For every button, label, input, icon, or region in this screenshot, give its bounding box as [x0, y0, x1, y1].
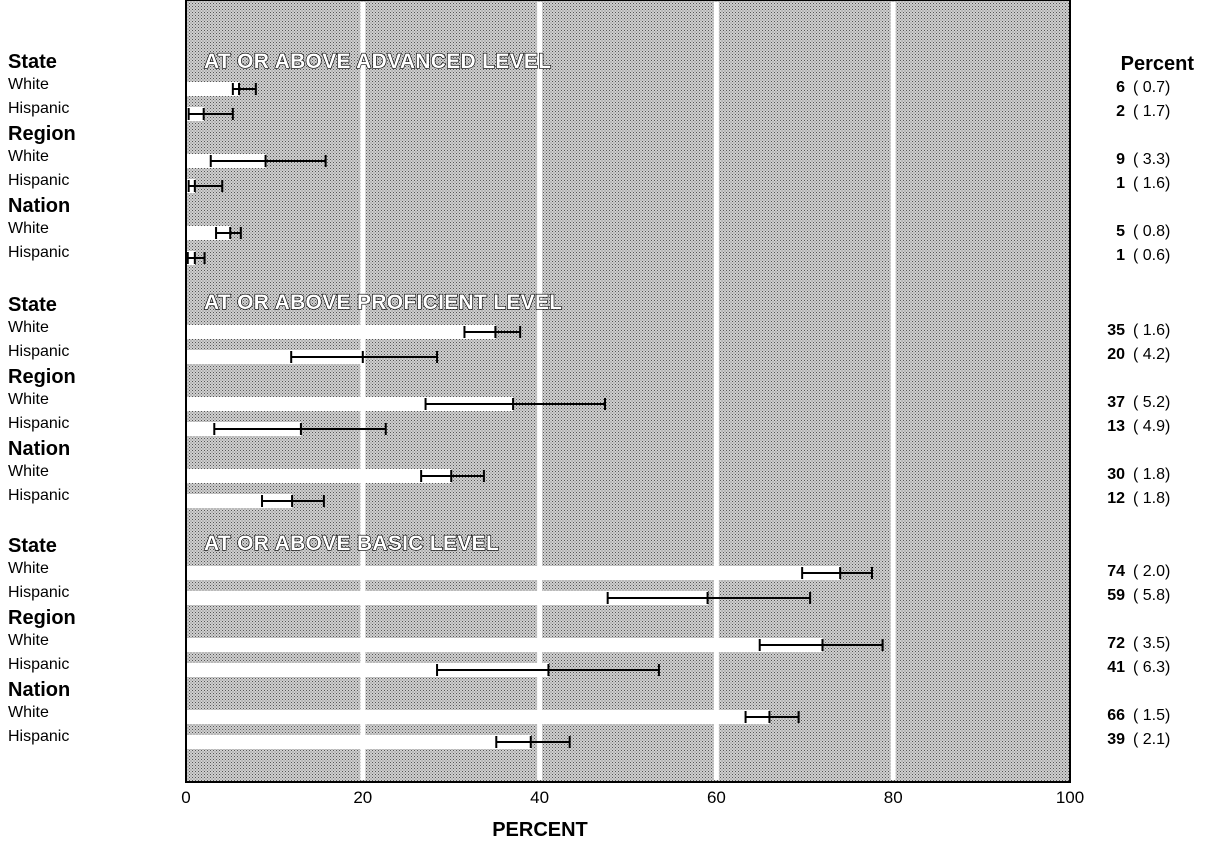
row-label-hispanic: Hispanic: [8, 244, 69, 261]
group-label-nation: Nation: [8, 195, 70, 217]
bar: [187, 226, 231, 240]
se-label: ( 5.2): [1133, 394, 1170, 411]
section-titles: AT OR ABOVE ADVANCED LEVEL AT OR ABOVE PR…: [203, 49, 562, 555]
value-label: 35: [1107, 322, 1125, 339]
section-title-2: AT OR ABOVE PROFICIENT LEVEL: [204, 291, 562, 314]
bar: [187, 494, 293, 508]
error-bars: [186, 83, 884, 748]
value-label: 2: [1116, 103, 1125, 120]
row-label-hispanic: Hispanic: [8, 343, 69, 360]
row-label-hispanic: Hispanic: [8, 584, 69, 601]
se-label: ( 3.3): [1133, 151, 1170, 168]
section-title-1: AT OR ABOVE ADVANCED LEVEL: [204, 50, 551, 73]
group-label-nation: Nation: [8, 438, 70, 460]
value-label: 12: [1107, 490, 1125, 507]
bar: [187, 397, 514, 411]
group-label-region: Region: [8, 123, 76, 145]
se-label: ( 5.8): [1133, 587, 1170, 604]
row-label-hispanic: Hispanic: [8, 728, 69, 745]
se-label: ( 0.7): [1133, 79, 1170, 96]
value-label: 59: [1107, 587, 1125, 604]
x-tick-label-40: 40: [530, 788, 549, 807]
row-label-hispanic: Hispanic: [8, 172, 69, 189]
value-label: 1: [1116, 175, 1125, 192]
row-label-white: White: [8, 319, 49, 336]
value-label: 1: [1116, 247, 1125, 264]
value-label: 30: [1107, 466, 1125, 483]
row-label-hispanic: Hispanic: [8, 656, 69, 673]
se-label: ( 1.6): [1133, 175, 1170, 192]
x-axis-title: PERCENT: [492, 819, 588, 841]
bar: [187, 710, 770, 724]
percent-header: Percent: [1121, 53, 1195, 75]
row-label-white: White: [8, 220, 49, 237]
row-label-white: White: [8, 463, 49, 480]
x-tick-label-100: 100: [1056, 788, 1084, 807]
se-label: ( 4.2): [1133, 346, 1170, 363]
row-label-white: White: [8, 148, 49, 165]
group-label-region: Region: [8, 607, 76, 629]
value-label: 6: [1116, 79, 1125, 96]
row-labels: State White Hispanic Region White Hispanic Nat…: [8, 51, 76, 745]
value-label: 41: [1107, 659, 1125, 676]
row-label-hispanic: Hispanic: [8, 415, 69, 432]
se-label: ( 1.8): [1133, 466, 1170, 483]
x-axis: 0 20 40 60 80 100: [181, 788, 1084, 807]
row-label-white: White: [8, 76, 49, 93]
x-tick-label-0: 0: [181, 788, 190, 807]
se-label: ( 1.5): [1133, 707, 1170, 724]
x-tick-label-20: 20: [353, 788, 372, 807]
bar: [187, 82, 240, 96]
value-label: 37: [1107, 394, 1125, 411]
bar: [187, 591, 708, 605]
value-labels: 6 ( 0.7) 2 ( 1.7) 9 ( 3.3) 1 ( 1.6) 5 ( 0.8) 1 ( 0.…: [1107, 79, 1170, 748]
row-label-white: White: [8, 632, 49, 649]
bar: [187, 325, 496, 339]
bars: [187, 82, 841, 749]
group-label-state: State: [8, 535, 57, 557]
value-label: 9: [1116, 151, 1125, 168]
value-label: 20: [1107, 346, 1125, 363]
value-label: 66: [1107, 707, 1125, 724]
group-label-state: State: [8, 294, 57, 316]
se-label: ( 2.0): [1133, 563, 1170, 580]
row-label-white: White: [8, 704, 49, 721]
value-label: 13: [1107, 418, 1125, 435]
group-label-nation: Nation: [8, 679, 70, 701]
se-label: ( 3.5): [1133, 635, 1170, 652]
bar: [187, 469, 452, 483]
bar: [187, 638, 823, 652]
row-label-white: White: [8, 560, 49, 577]
se-label: ( 2.1): [1133, 731, 1170, 748]
group-label-region: Region: [8, 366, 76, 388]
row-label-hispanic: Hispanic: [8, 100, 69, 117]
x-tick-label-60: 60: [707, 788, 726, 807]
bar: [187, 663, 549, 677]
plot-frame: [185, 0, 1071, 783]
row-label-white: White: [8, 391, 49, 408]
x-tick-label-80: 80: [884, 788, 903, 807]
se-label: ( 1.6): [1133, 322, 1170, 339]
se-label: ( 0.6): [1133, 247, 1170, 264]
bar: [187, 735, 531, 749]
section-title-3: AT OR ABOVE BASIC LEVEL: [204, 532, 499, 555]
value-label: 39: [1107, 731, 1125, 748]
value-label: 5: [1116, 223, 1125, 240]
bar: [187, 566, 841, 580]
value-label: 74: [1107, 563, 1125, 580]
group-label-state: State: [8, 51, 57, 73]
value-label: 72: [1107, 635, 1125, 652]
se-label: ( 4.9): [1133, 418, 1170, 435]
se-label: ( 1.8): [1133, 490, 1170, 507]
bar: [187, 350, 363, 364]
se-label: ( 6.3): [1133, 659, 1170, 676]
se-label: ( 0.8): [1133, 223, 1170, 240]
row-label-hispanic: Hispanic: [8, 487, 69, 504]
se-label: ( 1.7): [1133, 103, 1170, 120]
